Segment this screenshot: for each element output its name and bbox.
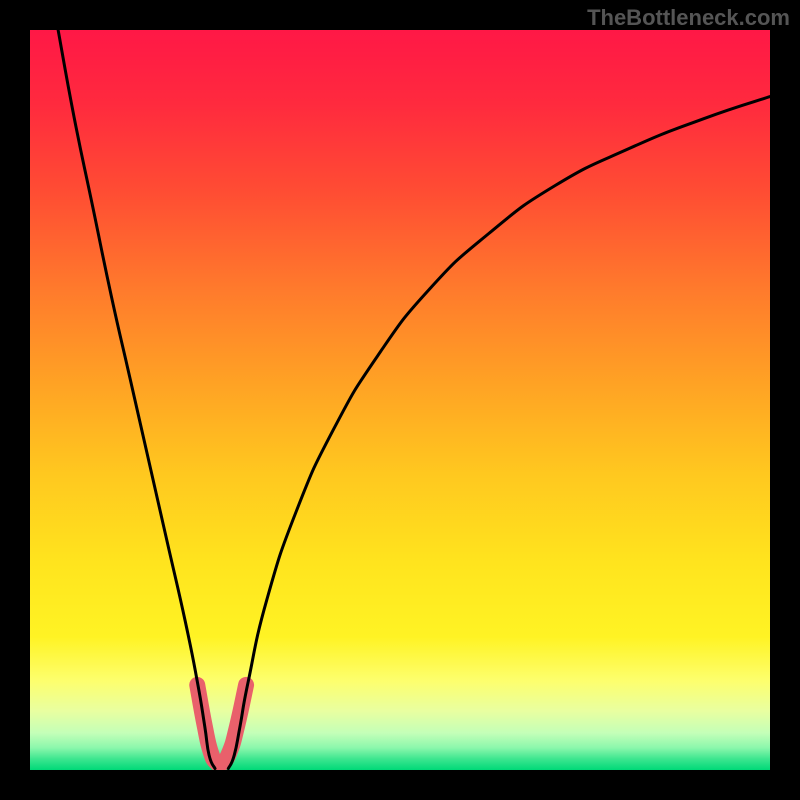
chart-svg [0,0,800,800]
curve-right-branch [228,97,770,769]
watermark-text: TheBottleneck.com [587,5,790,31]
curve-left-branch [58,30,215,769]
chart-container: TheBottleneck.com [0,0,800,800]
